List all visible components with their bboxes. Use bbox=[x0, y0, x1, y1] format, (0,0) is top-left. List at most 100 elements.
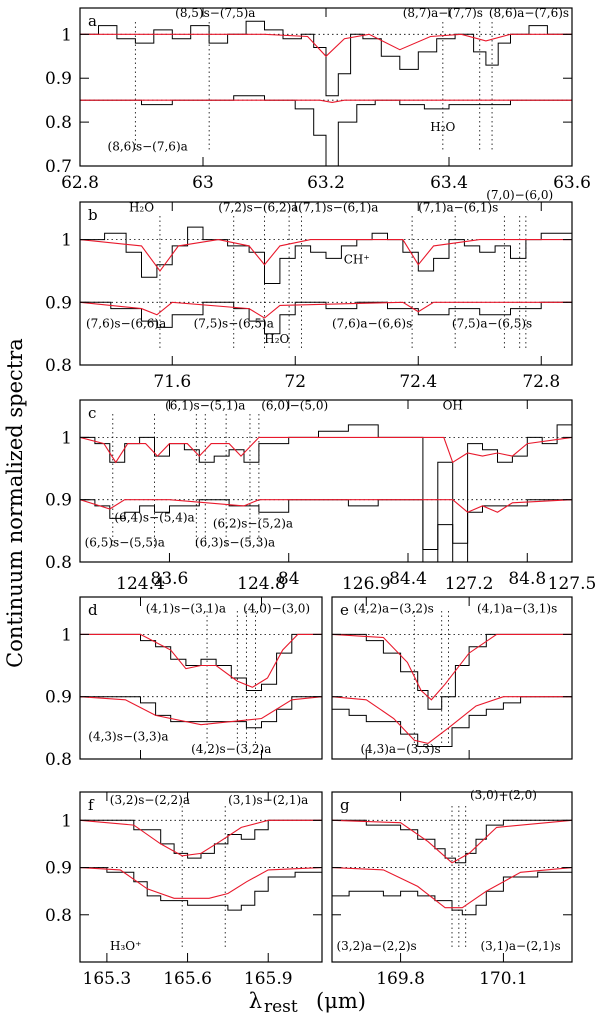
model-line-c-3 bbox=[80, 499, 572, 513]
panel-frame-b bbox=[79, 201, 573, 366]
x-tick-label-e-2: 127.5 bbox=[548, 574, 597, 594]
annotation-c-4: (6,2)s−(5,2)a bbox=[213, 517, 293, 531]
y-tick-label-f-2: 1 bbox=[61, 811, 72, 831]
annotation-d-1: (4,0)−(3,0) bbox=[243, 602, 310, 616]
annotation-c-2: OH bbox=[443, 398, 463, 412]
annotation-g-1: (3,2)a−(2,2)s bbox=[336, 939, 416, 953]
y-tick-label-c-1: 0.9 bbox=[45, 491, 72, 511]
plot-area-f bbox=[80, 806, 322, 948]
x-tick-label-e-0: 126.9 bbox=[342, 574, 391, 594]
plot-area-g bbox=[332, 806, 572, 948]
panels: 62.8 63 63.2 63.4 63.60.70.80.91a (8,5)s−(7,5… bbox=[45, 6, 596, 989]
model-line-a-1 bbox=[80, 33, 572, 58]
x-tick-label-a-0: 62.8 bbox=[61, 173, 99, 193]
y-tick-label-a-0: 0.7 bbox=[45, 157, 72, 177]
x-tick-label-f-1: 165.6 bbox=[163, 969, 212, 989]
panel-d: 124.4 124.8 0.8 0.9 1d (4,1)s−(3,1)a (4,0)−(3,… bbox=[45, 574, 323, 770]
x-tick-label-g-0: 169.8 bbox=[376, 969, 425, 989]
annotation-c-5: (6,5)s−(5,5)a bbox=[85, 535, 165, 549]
y-tick-label-b-0: 0.8 bbox=[45, 356, 72, 376]
annotation-b-0: H₂O bbox=[129, 200, 154, 214]
model-line-g-1 bbox=[332, 819, 572, 864]
observed-spectrum-g-0 bbox=[332, 819, 572, 864]
panel-letter-d: d bbox=[88, 601, 98, 619]
x-tick-label-b-0: 71.6 bbox=[153, 372, 191, 392]
annotation-g-2: (3,1)a−(2,1)s bbox=[480, 939, 560, 953]
model-line-d-1 bbox=[80, 633, 322, 688]
x-tick-label-b-3: 72.8 bbox=[522, 372, 560, 392]
model-line-b-3 bbox=[80, 301, 572, 319]
observed-spectrum-e-0 bbox=[332, 633, 572, 710]
annotation-b-9: (7,6)a−(6,6)s bbox=[332, 316, 412, 330]
panel-f: 165.3 165.6 165.9 0.8 0.9 1f (3,2)s−(2,2)a (3,1… bbox=[45, 791, 323, 989]
model-line-a-3 bbox=[80, 99, 572, 103]
x-tick-label-f-2: 165.9 bbox=[244, 969, 293, 989]
x-axis-label-main: λ bbox=[249, 989, 262, 1013]
annotation-b-3: (7,1)a−(6,1)s bbox=[418, 200, 498, 214]
plot-area-a bbox=[80, 20, 572, 166]
panel-e: 126.9 127.2 127.5 e (4,2)a−(3,2)s (4,1)a−(3,1… bbox=[331, 574, 597, 760]
x-tick-label-a-1: 63 bbox=[192, 173, 214, 193]
model-line-e-3 bbox=[332, 696, 572, 744]
model-line-f-3 bbox=[80, 867, 322, 899]
model-line-c-1 bbox=[80, 436, 572, 464]
annotation-e-2: (4,3)a−(3,3)s bbox=[360, 742, 440, 756]
plot-area-d bbox=[80, 611, 322, 745]
x-axis-label-unit: (μm) bbox=[316, 989, 366, 1013]
observed-spectrum-f-2 bbox=[80, 867, 322, 911]
observed-spectrum-b-2 bbox=[80, 301, 572, 335]
y-tick-label-f-0: 0.8 bbox=[45, 906, 72, 926]
y-axis-label: Continuum normalized spectra bbox=[3, 338, 27, 668]
annotation-e-0: (4,2)a−(3,2)s bbox=[354, 602, 434, 616]
annotation-a-0: (8,5)s−(7,5)a bbox=[175, 6, 255, 20]
annotation-e-1: (4,1)a−(3,1)s bbox=[477, 602, 557, 616]
x-tick-label-b-1: 72 bbox=[284, 372, 306, 392]
observed-spectrum-c-2 bbox=[80, 499, 572, 562]
observed-spectrum-a-2 bbox=[80, 95, 572, 166]
annotation-f-1: (3,1)s−(2,1)a bbox=[228, 793, 308, 807]
annotation-b-6: (7,6)s−(6,6)a bbox=[86, 316, 166, 330]
panel-letter-c: c bbox=[88, 404, 96, 422]
y-tick-label-a-1: 0.8 bbox=[45, 113, 72, 133]
model-line-d-3 bbox=[80, 696, 322, 726]
panel-frame-f bbox=[79, 791, 323, 963]
x-tick-label-d-1: 124.8 bbox=[237, 574, 286, 594]
plot-area-e bbox=[332, 611, 572, 747]
panel-frame-d bbox=[79, 596, 323, 760]
plot-area-b bbox=[80, 216, 572, 351]
observed-spectrum-f-0 bbox=[80, 819, 322, 859]
y-tick-label-b-2: 1 bbox=[61, 231, 72, 251]
panel-letter-a: a bbox=[88, 12, 97, 30]
panel-frame-c bbox=[79, 399, 573, 563]
annotation-a-2: (8,6)a−(7,6)s bbox=[489, 6, 569, 20]
y-tick-label-c-0: 0.8 bbox=[45, 553, 72, 573]
observed-spectrum-c-0 bbox=[80, 424, 572, 550]
panel-b: 71.6 72 72.4 72.80.80.91b H₂O (7,2)s−(6,2)a (7… bbox=[45, 188, 573, 392]
x-tick-label-e-1: 127.2 bbox=[445, 574, 494, 594]
panel-frame-g bbox=[331, 791, 573, 963]
panel-letter-b: b bbox=[88, 206, 98, 224]
model-line-b-1 bbox=[80, 239, 572, 272]
x-tick-label-a-3: 63.4 bbox=[430, 173, 468, 193]
x-tick-label-d-0: 124.4 bbox=[116, 574, 165, 594]
y-tick-label-a-2: 0.9 bbox=[45, 69, 72, 89]
x-axis-label-sub: rest bbox=[264, 997, 298, 1017]
panel-letter-g: g bbox=[340, 796, 350, 814]
x-tick-label-f-0: 165.3 bbox=[83, 969, 132, 989]
x-tick-label-c-0: 83.6 bbox=[151, 569, 189, 589]
annotation-b-7: (7,5)s−(6,5)a bbox=[194, 316, 274, 330]
annotation-c-6: (6,3)s−(5,3)a bbox=[195, 535, 275, 549]
x-tick-label-b-2: 72.4 bbox=[399, 372, 437, 392]
y-tick-label-b-1: 0.9 bbox=[45, 293, 72, 313]
annotation-b-2: (7,1)s−(6,1)a bbox=[298, 200, 378, 214]
panel-c: 83.6 84 84.4 84.8 0.8 0.9 1c (6,1)s−(5,1)a (6,0)… bbox=[45, 398, 573, 589]
annotation-c-1: (6,0)−(5,0) bbox=[261, 398, 328, 412]
plot-area-c bbox=[80, 414, 572, 562]
annotation-a-4: H₂O bbox=[430, 120, 455, 134]
observed-spectrum-a-0 bbox=[80, 20, 572, 97]
annotation-g-0: (3,0)−(2,0) bbox=[470, 788, 537, 802]
x-tick-label-c-1: 84 bbox=[278, 569, 300, 589]
y-tick-label-d-0: 0.8 bbox=[45, 750, 72, 770]
annotation-d-2: (4,3)s−(3,3)a bbox=[88, 729, 168, 743]
